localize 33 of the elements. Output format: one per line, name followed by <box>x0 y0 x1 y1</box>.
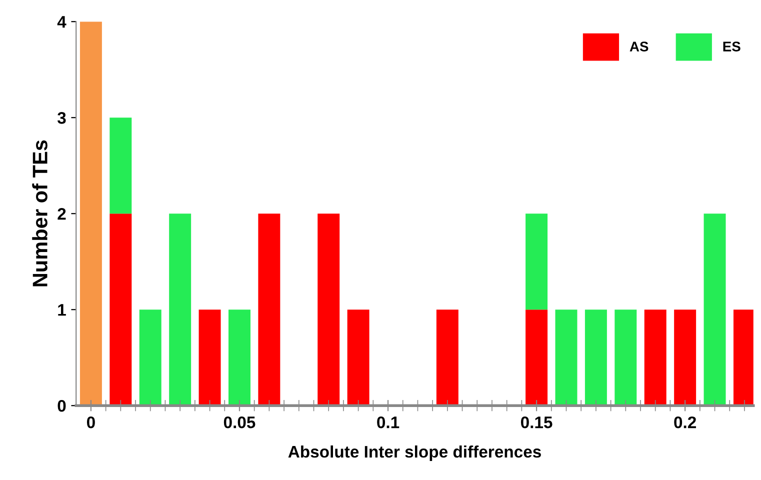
bar <box>704 214 726 406</box>
bar <box>674 310 696 406</box>
y-tick-label: 2 <box>58 208 66 220</box>
bar <box>139 310 162 406</box>
bar <box>110 214 132 406</box>
y-axis-title: Number of TEs <box>32 140 48 286</box>
x-tick-label: 0.2 <box>674 416 696 428</box>
bar <box>198 310 221 406</box>
bar <box>110 118 132 214</box>
bar <box>169 214 192 406</box>
bar <box>526 214 548 310</box>
x-tick-label: 0.15 <box>520 416 552 428</box>
bar <box>584 310 607 406</box>
x-tick-label: 0.05 <box>224 416 256 428</box>
y-tick-label: 4 <box>57 16 66 28</box>
legend-label: ES <box>723 42 740 52</box>
x-axis-title: Absolute Inter slope differences <box>288 445 541 461</box>
bar <box>614 310 637 406</box>
x-tick-label: 0 <box>86 416 95 428</box>
bar <box>436 310 458 406</box>
bar <box>80 22 102 406</box>
bar <box>318 214 340 406</box>
bar <box>258 214 280 406</box>
y-tick-label: 1 <box>58 304 66 316</box>
legend-label: AS <box>630 42 648 52</box>
bar <box>347 310 370 406</box>
y-tick-label: 0 <box>58 400 66 412</box>
bar <box>644 310 666 406</box>
y-tick-label: 3 <box>57 112 66 124</box>
bar <box>555 310 578 406</box>
bar <box>228 310 250 406</box>
bar <box>526 310 548 406</box>
x-tick-label: 0.1 <box>377 416 400 428</box>
